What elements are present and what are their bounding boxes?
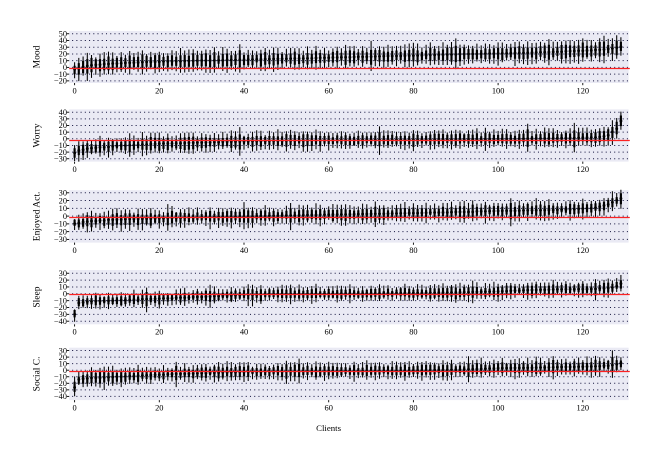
svg-text:30: 30 — [59, 188, 67, 197]
svg-text:0: 0 — [63, 290, 67, 299]
svg-text:−10: −10 — [54, 220, 67, 229]
svg-text:40: 40 — [59, 108, 67, 117]
svg-text:−20: −20 — [54, 303, 67, 312]
svg-text:60: 60 — [325, 404, 333, 413]
svg-text:80: 80 — [409, 404, 417, 413]
svg-text:100: 100 — [492, 246, 505, 255]
svg-text:100: 100 — [492, 165, 505, 174]
svg-text:50: 50 — [59, 29, 67, 38]
svg-text:0: 0 — [73, 165, 77, 174]
svg-text:−10: −10 — [54, 141, 67, 150]
svg-text:40: 40 — [240, 328, 248, 337]
svg-text:−20: −20 — [54, 77, 67, 86]
svg-text:20: 20 — [59, 276, 67, 285]
svg-text:10: 10 — [59, 128, 67, 137]
svg-text:80: 80 — [409, 86, 417, 95]
svg-text:40: 40 — [240, 165, 248, 174]
svg-text:40: 40 — [240, 246, 248, 255]
svg-text:0: 0 — [63, 63, 67, 72]
svg-text:60: 60 — [325, 165, 333, 174]
svg-text:100: 100 — [492, 86, 505, 95]
svg-text:20: 20 — [155, 165, 163, 174]
svg-text:80: 80 — [409, 328, 417, 337]
svg-text:40: 40 — [59, 36, 67, 45]
svg-text:0: 0 — [73, 404, 77, 413]
svg-text:Worry: Worry — [33, 123, 43, 147]
svg-text:−10: −10 — [54, 70, 67, 79]
svg-text:10: 10 — [59, 204, 67, 213]
svg-text:−20: −20 — [54, 148, 67, 157]
svg-text:20: 20 — [155, 86, 163, 95]
svg-text:30: 30 — [59, 115, 67, 124]
svg-text:0: 0 — [63, 366, 67, 375]
svg-text:−20: −20 — [54, 379, 67, 388]
svg-text:60: 60 — [325, 246, 333, 255]
svg-text:20: 20 — [155, 328, 163, 337]
svg-text:20: 20 — [59, 196, 67, 205]
svg-text:120: 120 — [577, 404, 590, 413]
svg-text:−30: −30 — [54, 235, 67, 244]
svg-text:Social C.: Social C. — [33, 356, 43, 391]
svg-text:20: 20 — [59, 121, 67, 130]
svg-text:0: 0 — [63, 212, 67, 221]
svg-text:40: 40 — [240, 86, 248, 95]
svg-text:Sleep: Sleep — [33, 286, 43, 307]
svg-text:30: 30 — [59, 269, 67, 278]
svg-text:20: 20 — [59, 353, 67, 362]
svg-text:60: 60 — [325, 328, 333, 337]
svg-text:0: 0 — [73, 328, 77, 337]
svg-text:Enjoyed Act.: Enjoyed Act. — [33, 192, 43, 242]
svg-text:−10: −10 — [54, 296, 67, 305]
svg-text:10: 10 — [59, 359, 67, 368]
svg-text:30: 30 — [59, 43, 67, 52]
svg-text:30: 30 — [59, 346, 67, 355]
svg-text:100: 100 — [492, 328, 505, 337]
svg-text:120: 120 — [577, 165, 590, 174]
svg-text:−20: −20 — [54, 227, 67, 236]
svg-text:20: 20 — [155, 404, 163, 413]
svg-text:0: 0 — [73, 86, 77, 95]
svg-text:−30: −30 — [54, 310, 67, 319]
svg-text:−40: −40 — [54, 392, 67, 401]
svg-text:120: 120 — [577, 246, 590, 255]
svg-text:80: 80 — [409, 165, 417, 174]
svg-text:20: 20 — [155, 246, 163, 255]
svg-text:Clients: Clients — [316, 423, 342, 433]
svg-text:Mood: Mood — [33, 45, 43, 68]
svg-text:20: 20 — [59, 50, 67, 59]
svg-text:−30: −30 — [54, 154, 67, 163]
svg-text:−40: −40 — [54, 317, 67, 326]
svg-text:120: 120 — [577, 86, 590, 95]
svg-text:40: 40 — [240, 404, 248, 413]
svg-text:80: 80 — [409, 246, 417, 255]
svg-text:100: 100 — [492, 404, 505, 413]
svg-text:10: 10 — [59, 283, 67, 292]
svg-text:0: 0 — [63, 135, 67, 144]
svg-text:10: 10 — [59, 56, 67, 65]
svg-text:−30: −30 — [54, 386, 67, 395]
svg-text:0: 0 — [73, 246, 77, 255]
svg-text:−10: −10 — [54, 372, 67, 381]
svg-text:120: 120 — [577, 328, 590, 337]
svg-text:60: 60 — [325, 86, 333, 95]
